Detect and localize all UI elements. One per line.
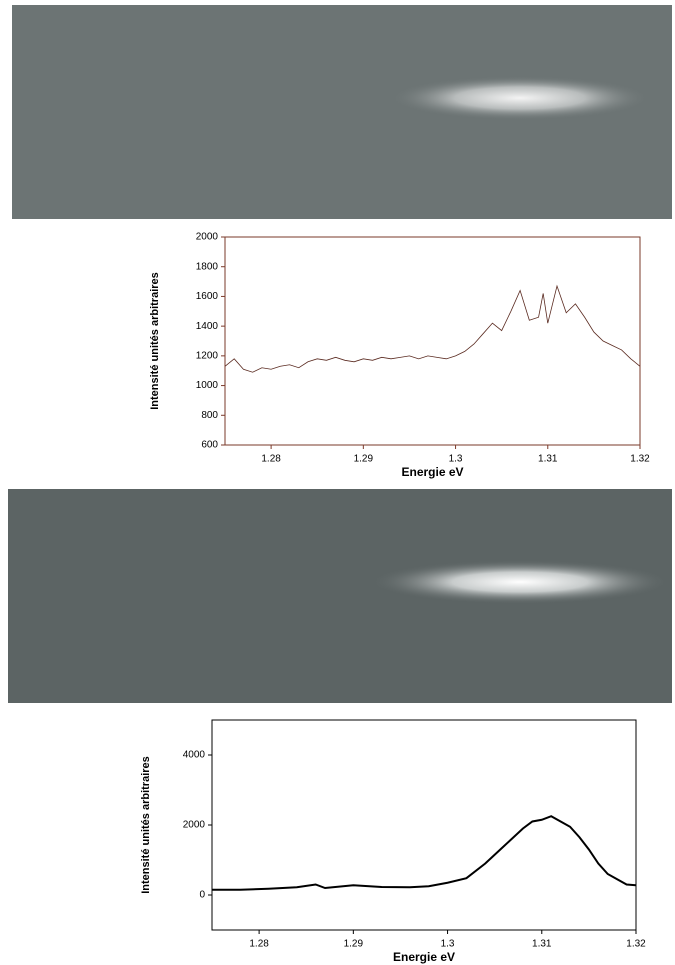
x-tick-label: 1.28: [249, 939, 269, 950]
x-tick-label: 1.29: [344, 939, 364, 950]
x-axis-label: Energie eV: [401, 465, 463, 479]
y-tick-label: 1600: [196, 291, 219, 302]
plot-frame: [211, 719, 637, 931]
x-tick-label: 1.32: [626, 939, 646, 950]
y-tick-label: 4000: [183, 750, 206, 761]
y-axis-label: Intensité unités arbitraires: [149, 272, 161, 410]
data-line: [224, 284, 641, 373]
x-tick-label: 1.31: [532, 939, 552, 950]
x-axis-label: Energie eV: [393, 950, 455, 964]
y-tick-label: 800: [201, 410, 218, 421]
x-tick-label: 1.28: [261, 454, 281, 465]
x-tick-label: 1.32: [630, 454, 650, 465]
y-tick-label: 600: [201, 440, 218, 451]
y-tick-label: 1200: [196, 350, 219, 361]
y-axis-label: Intensité unités arbitraires: [140, 756, 152, 894]
y-tick-label: 1800: [196, 261, 219, 272]
plot-frame: [224, 236, 641, 446]
data-line: [212, 815, 637, 891]
y-tick-label: 2000: [183, 820, 206, 831]
x-tick-label: 1.31: [538, 454, 558, 465]
x-tick-label: 1.29: [354, 454, 374, 465]
y-tick-label: 2000: [196, 232, 219, 243]
y-tick-label: 1400: [196, 321, 219, 332]
x-tick-label: 1.3: [449, 454, 463, 465]
y-tick-label: 1000: [196, 380, 219, 391]
image-2-glow: [370, 560, 670, 604]
x-tick-label: 1.3: [441, 939, 455, 950]
image-1-glow: [390, 76, 650, 120]
y-tick-label: 0: [199, 890, 205, 901]
